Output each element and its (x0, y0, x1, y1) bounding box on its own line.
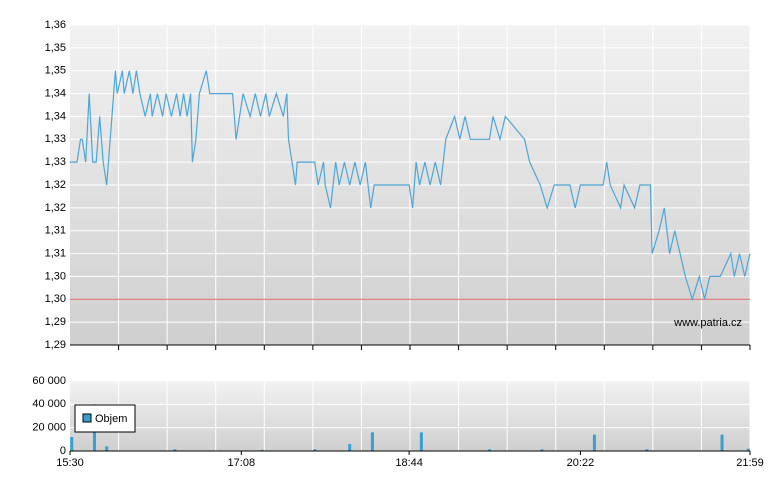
x-tick-label: 17:08 (228, 457, 256, 469)
y-tick-label: 1,36 (45, 19, 66, 31)
y-tick-label: 1,33 (45, 133, 66, 145)
volume-bar (645, 449, 649, 451)
y-tick-label: 1,32 (45, 202, 66, 214)
price-line (70, 70, 751, 302)
y-tick-label: 40 000 (32, 398, 66, 410)
volume-bar (70, 437, 74, 451)
y-tick-label: 1,34 (45, 110, 66, 122)
y-tick-label: 1,34 (45, 87, 66, 99)
volume-bar (488, 449, 492, 451)
y-tick-label: 1,31 (45, 225, 66, 237)
volume-bar (348, 444, 352, 451)
y-tick-label: 0 (60, 445, 66, 457)
y-tick-label: 1,30 (45, 270, 66, 282)
y-tick-label: 1,30 (45, 293, 66, 305)
watermark: www.patria.cz (673, 317, 742, 329)
y-tick-label: 1,33 (45, 156, 66, 168)
legend-swatch (82, 413, 92, 423)
y-tick-label: 1,29 (45, 339, 66, 351)
y-tick-label: 1,29 (45, 316, 66, 328)
volume-bar (419, 432, 423, 451)
y-tick-label: 1,31 (45, 247, 66, 259)
volume-bar (173, 449, 177, 451)
volume-bar (105, 446, 109, 451)
y-tick-label: 60 000 (32, 375, 66, 387)
y-tick-label: 20 000 (32, 422, 66, 434)
volume-bar (260, 449, 264, 451)
x-tick-label: 21:59 (736, 457, 764, 469)
volume-bar (720, 434, 724, 451)
volume-bar (540, 449, 544, 451)
volume-bar (592, 434, 596, 451)
x-tick-label: 15:30 (56, 457, 84, 469)
volume-bar (746, 448, 750, 451)
volume-bar (370, 432, 374, 451)
y-tick-label: 1,35 (45, 42, 66, 54)
y-tick-label: 1,32 (45, 179, 66, 191)
y-tick-label: 1,35 (45, 65, 66, 77)
x-tick-label: 20:22 (567, 457, 595, 469)
legend-label: Objem (95, 413, 127, 425)
volume-bar (313, 449, 317, 451)
x-tick-label: 18:44 (395, 457, 423, 469)
